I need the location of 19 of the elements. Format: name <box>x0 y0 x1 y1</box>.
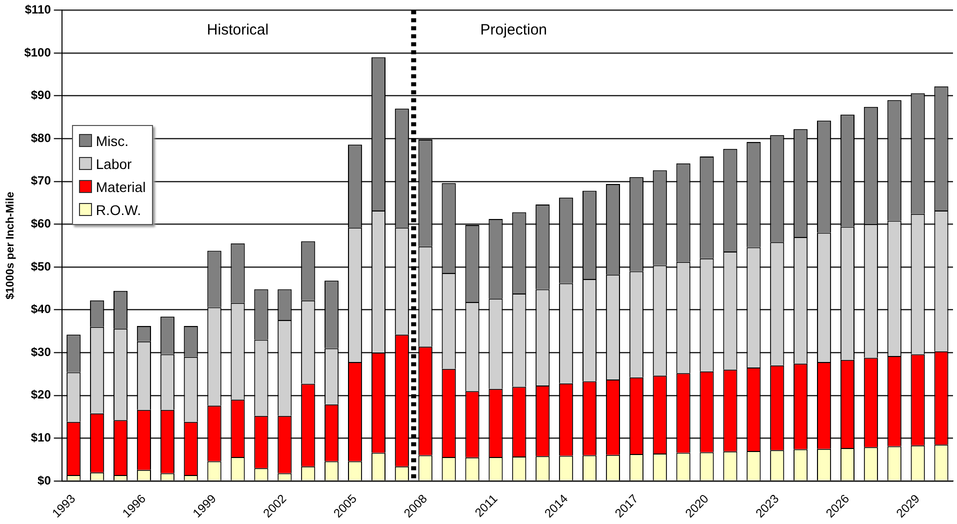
y-tick-label: $100 <box>24 45 52 60</box>
y-tick-label: $50 <box>30 259 52 274</box>
annotation: Projection <box>480 21 547 38</box>
legend-label: Misc. <box>96 132 129 149</box>
y-tick-label: $60 <box>30 216 52 230</box>
y-tick-label: $20 <box>30 388 52 402</box>
y-tick-label: $10 <box>30 430 52 444</box>
y-tick-label: $0 <box>38 473 52 488</box>
y-tick-label: $80 <box>30 130 52 145</box>
legend-label: Material <box>96 178 146 195</box>
y-axis-title: $1000s per Inch-Mile <box>4 192 17 300</box>
annotation: Historical <box>206 21 269 38</box>
y-tick-label: $90 <box>30 88 52 102</box>
y-tick-label: $110 <box>24 2 52 17</box>
y-tick-label: $40 <box>30 302 52 316</box>
legend-label: Labor <box>96 156 132 172</box>
legend-label: R.O.W. <box>96 202 142 218</box>
y-tick-label: $70 <box>30 174 52 188</box>
y-tick-label: $30 <box>30 344 52 359</box>
